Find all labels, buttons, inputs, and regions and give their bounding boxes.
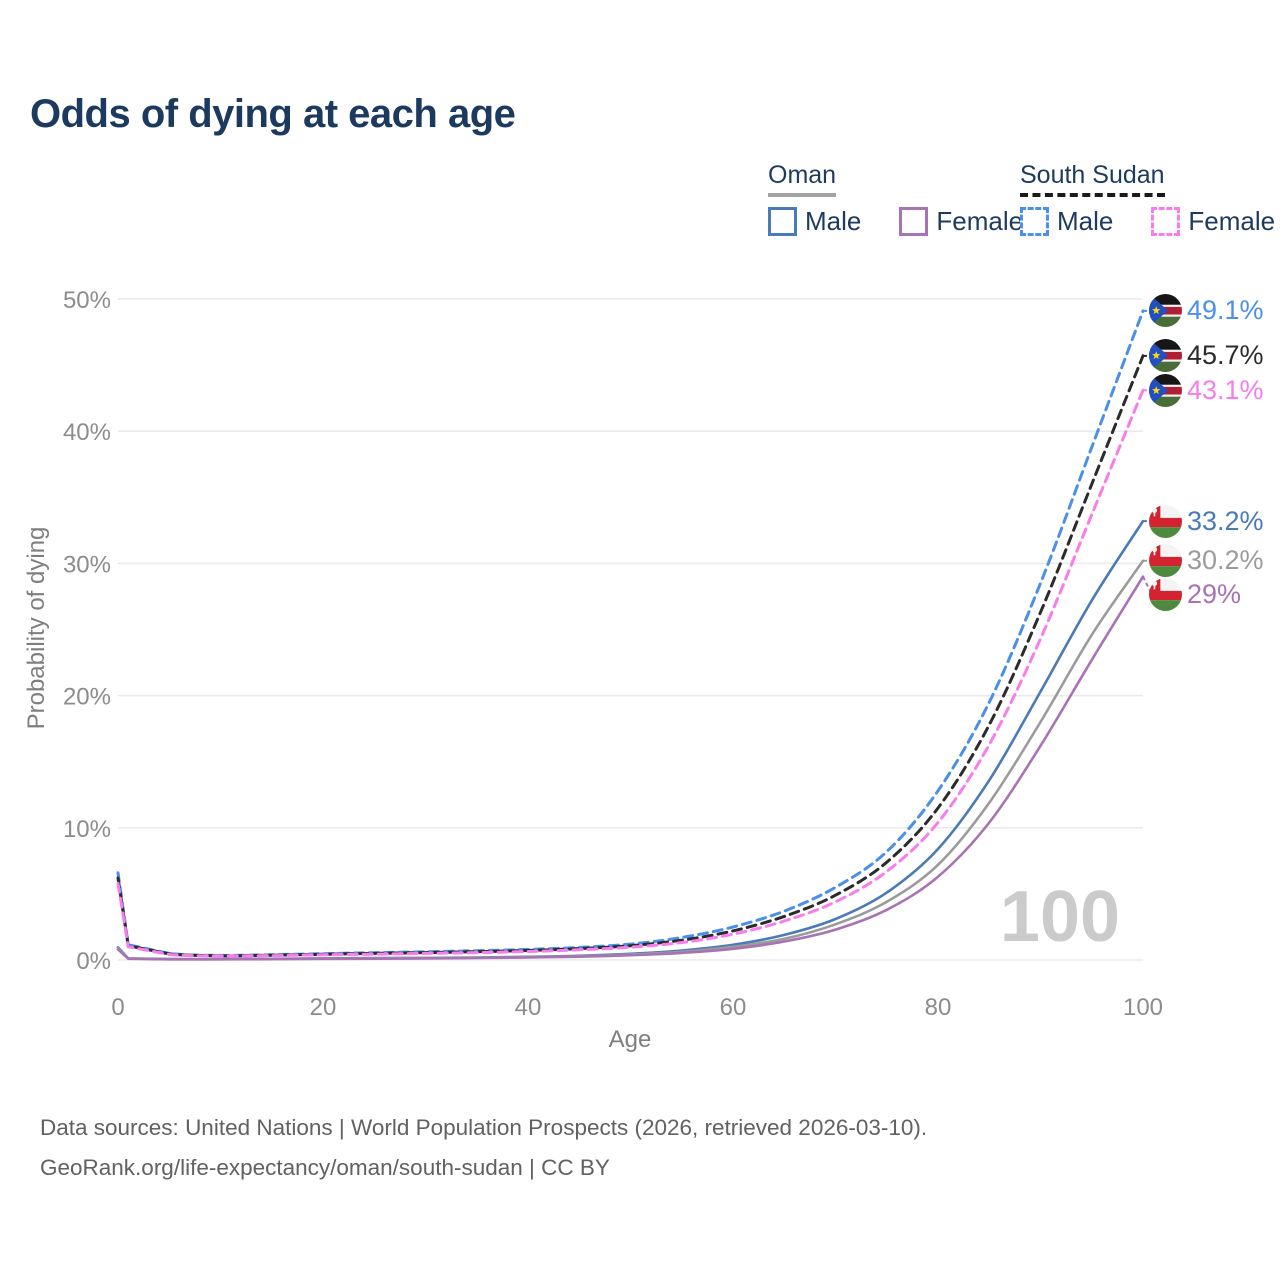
x-axis-title: Age xyxy=(609,1026,652,1053)
x-tick-label: 60 xyxy=(720,994,747,1021)
data-sources-note: Data sources: United Nations | World Pop… xyxy=(40,1108,927,1188)
end-value: 30.2% xyxy=(1187,545,1264,576)
x-tick-label: 0 xyxy=(111,994,124,1021)
y-tick-label: 20% xyxy=(63,684,111,711)
legend-group-south-sudan: South Sudan Male Female xyxy=(1020,161,1275,237)
legend-item-oman-female[interactable]: Female xyxy=(899,206,1023,237)
oman-flag-icon xyxy=(1149,505,1182,538)
data-sources-line2: GeoRank.org/life-expectancy/oman/south-s… xyxy=(40,1155,610,1180)
x-axis-ticks: 0 20 40 60 80 100 xyxy=(111,994,1163,1021)
y-tick-label: 50% xyxy=(63,287,111,314)
y-tick-label: 10% xyxy=(63,816,111,843)
end-value: 29% xyxy=(1187,579,1242,610)
south-sudan-flag-icon xyxy=(1149,374,1182,407)
oman-flag-icon xyxy=(1149,544,1182,577)
end-label-oman-total: 30.2% xyxy=(1149,544,1264,578)
end-label-south-sudan-male: 49.1% xyxy=(1149,294,1264,328)
legend-item-oman-male[interactable]: Male xyxy=(768,206,861,237)
south-sudan-male-swatch-icon xyxy=(1020,207,1049,236)
gridlines: 0% 10% 20% 30% 40% 50% xyxy=(63,287,1143,975)
x-tick-label: 20 xyxy=(310,994,337,1021)
south-sudan-flag-icon xyxy=(1149,339,1182,372)
end-value: 49.1% xyxy=(1187,295,1264,326)
end-label-south-sudan-total: 45.7% xyxy=(1149,339,1264,373)
legend-group-title-south-sudan: South Sudan xyxy=(1020,161,1165,197)
y-axis-title: Probability of dying xyxy=(23,527,50,730)
south-sudan-flag-icon xyxy=(1149,294,1182,327)
series-line-south-sudan-total[interactable] xyxy=(116,354,1145,958)
series-lines xyxy=(116,309,1145,961)
page-title: Odds of dying at each age xyxy=(30,92,516,136)
series-line-oman-total[interactable] xyxy=(116,559,1145,961)
series-line-south-sudan-male[interactable] xyxy=(116,309,1145,957)
y-tick-label: 30% xyxy=(63,551,111,578)
legend-group-oman: Oman Male Female xyxy=(768,161,1023,237)
legend-item-south-sudan-female[interactable]: Female xyxy=(1151,206,1275,237)
end-label-south-sudan-female: 43.1% xyxy=(1149,373,1264,407)
end-value: 33.2% xyxy=(1187,505,1264,536)
series-line-oman-female[interactable] xyxy=(116,575,1145,961)
legend-item-label: Male xyxy=(1057,206,1114,236)
x-tick-label: 40 xyxy=(515,994,542,1021)
age-hover-watermark: 100 xyxy=(1000,877,1120,957)
end-value: 45.7% xyxy=(1187,340,1264,371)
y-tick-label: 0% xyxy=(76,948,111,975)
data-sources-line1: Data sources: United Nations | World Pop… xyxy=(40,1115,928,1140)
end-label-oman-male: 33.2% xyxy=(1149,504,1264,538)
y-tick-label: 40% xyxy=(63,419,111,446)
oman-male-swatch-icon xyxy=(768,207,797,236)
series-line-oman-male[interactable] xyxy=(116,519,1145,961)
legend-item-label: Male xyxy=(805,206,862,236)
legend-item-label: Female xyxy=(1188,206,1276,236)
end-value: 43.1% xyxy=(1187,374,1264,405)
legend-group-title-oman: Oman xyxy=(768,161,837,197)
legend-item-south-sudan-male[interactable]: Male xyxy=(1020,206,1113,237)
series-line-south-sudan-female[interactable] xyxy=(116,388,1145,958)
oman-flag-icon xyxy=(1149,578,1182,611)
legend-item-label: Female xyxy=(936,206,1024,236)
end-label-oman-female: 29% xyxy=(1149,578,1241,612)
x-tick-label: 100 xyxy=(1123,994,1163,1021)
south-sudan-female-swatch-icon xyxy=(1151,207,1181,236)
oman-female-swatch-icon xyxy=(899,207,929,236)
x-tick-label: 80 xyxy=(925,994,952,1021)
